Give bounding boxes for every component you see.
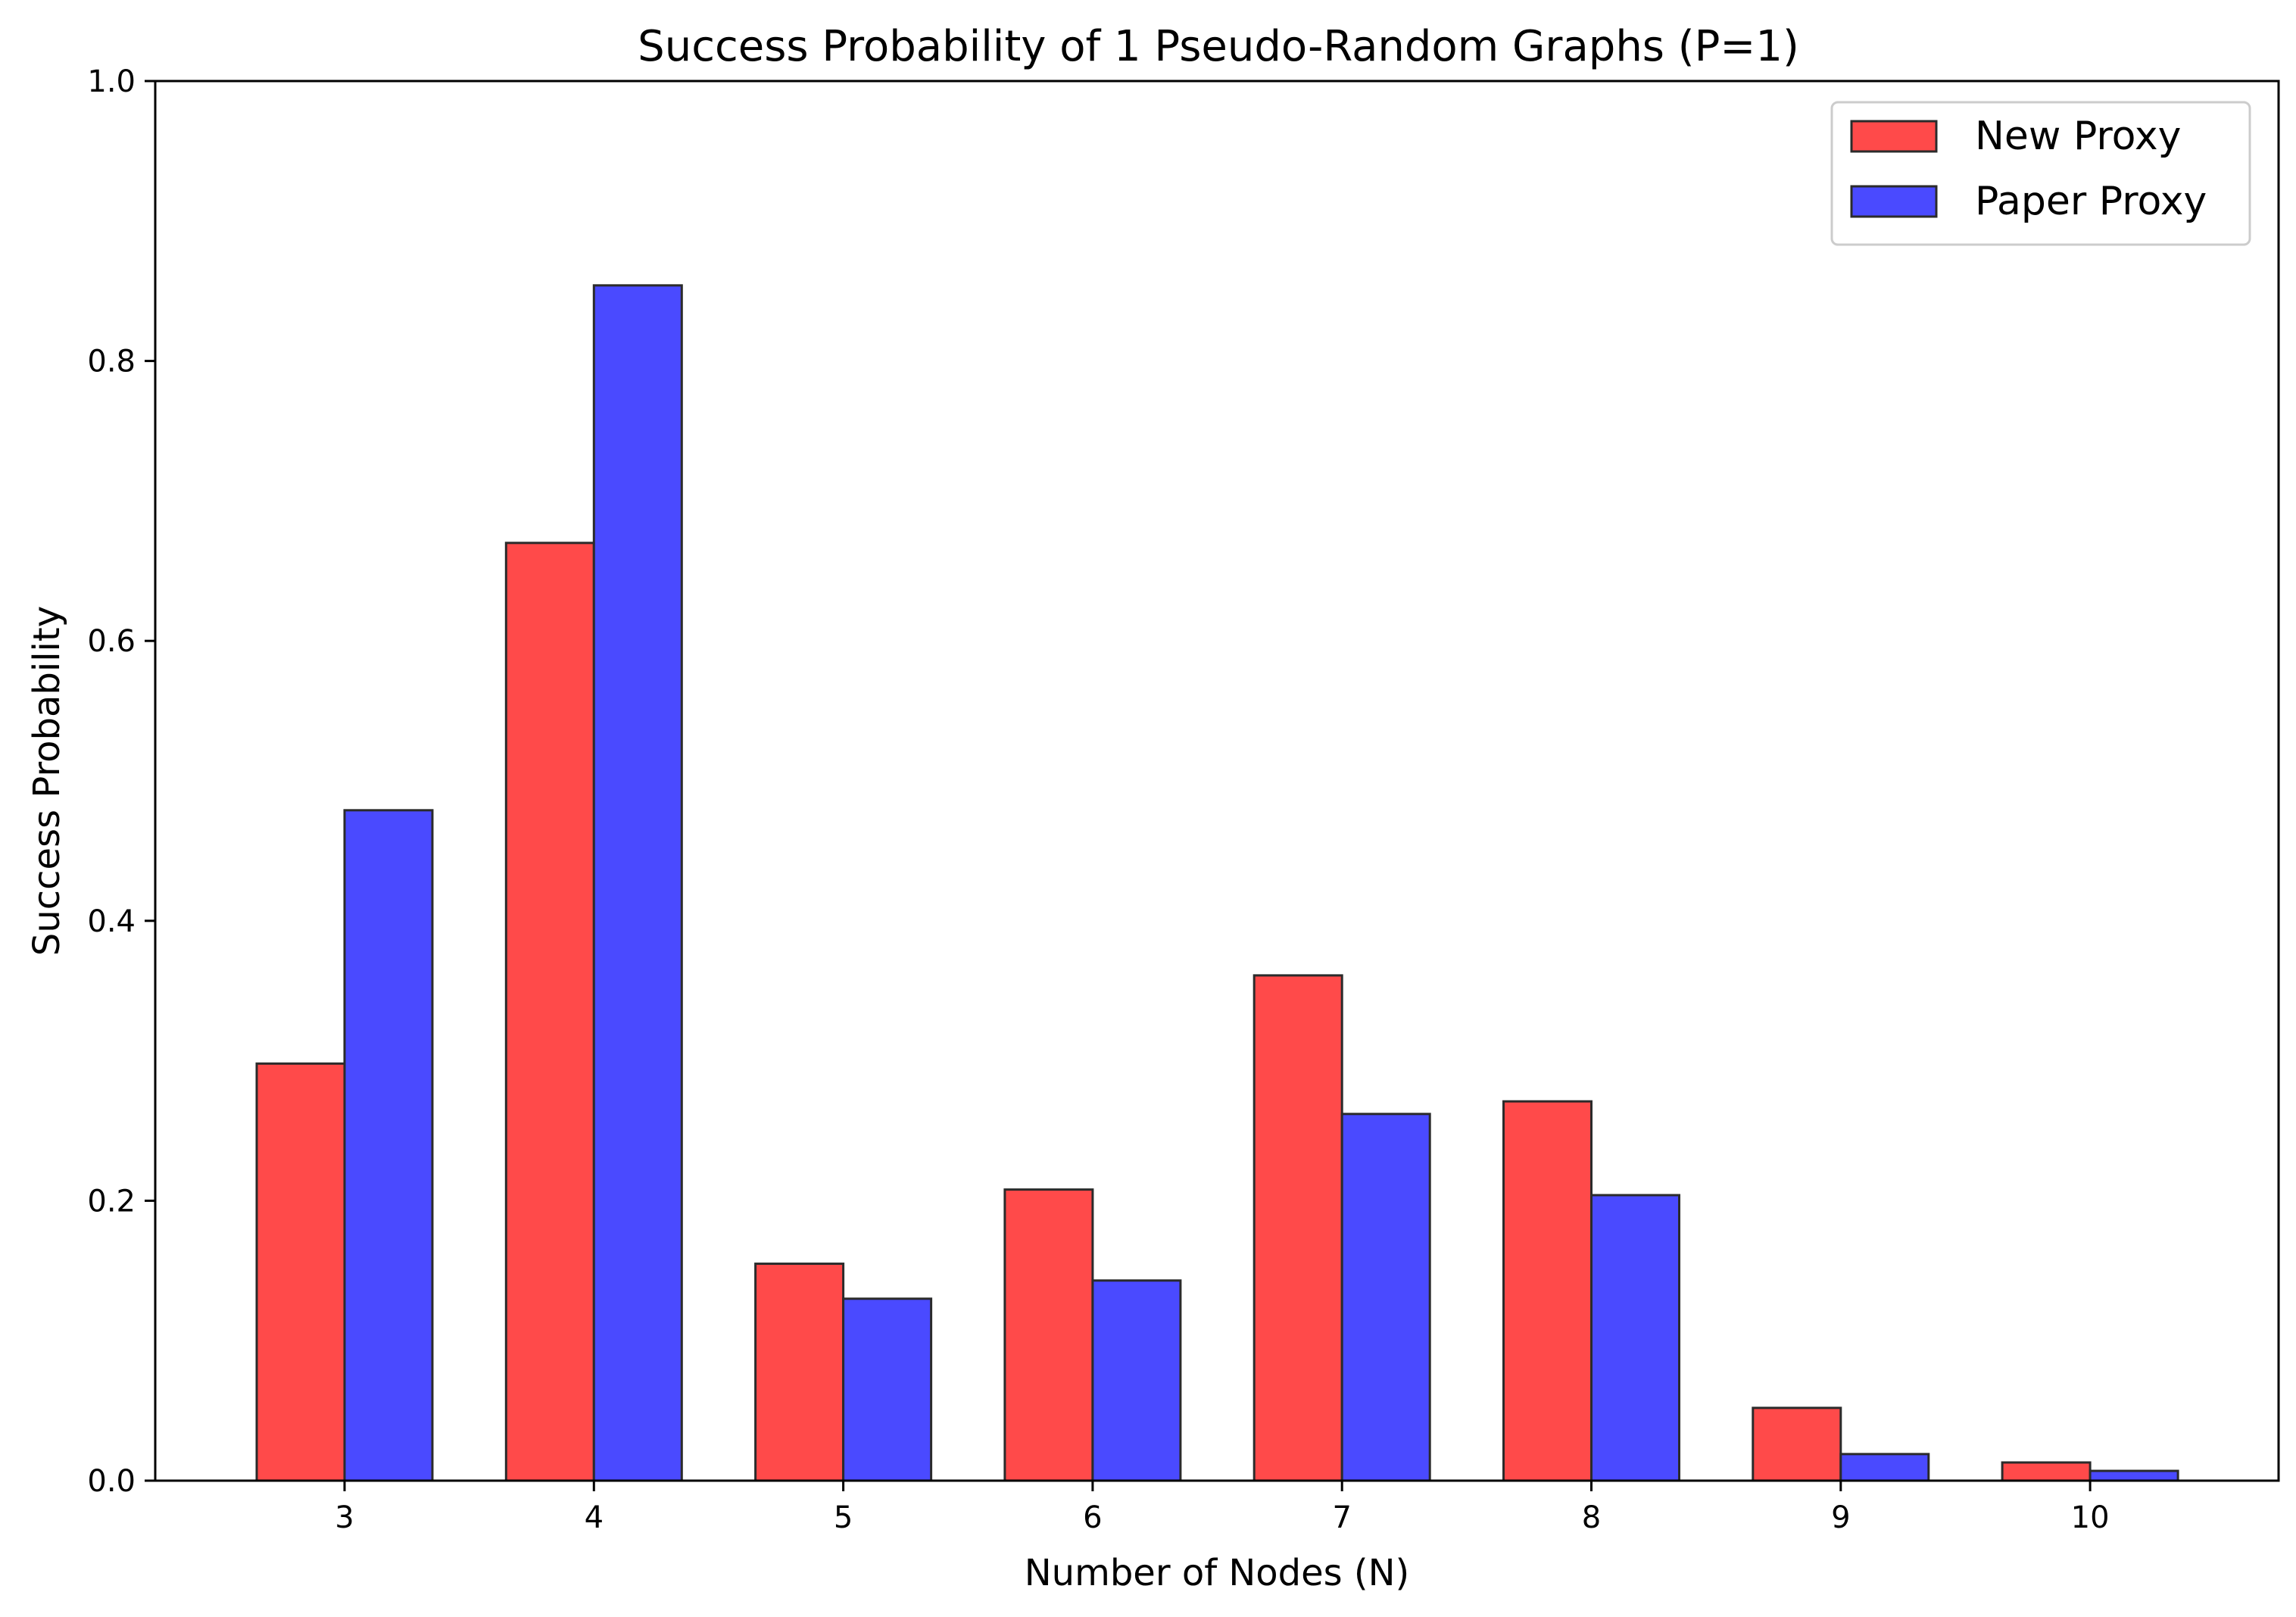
y-tick-label: 0.0	[87, 1464, 136, 1499]
bar-paper-proxy-9	[1839, 1453, 1930, 1482]
legend-swatch-paper-proxy	[1850, 185, 1938, 218]
y-tick-label: 1.0	[87, 64, 136, 99]
x-tick-label: 7	[1332, 1500, 1351, 1535]
chart-title: Success Probability of 1 Pseudo-Random G…	[638, 22, 1799, 71]
bar-new-proxy-7	[1253, 974, 1343, 1482]
legend: New Proxy Paper Proxy	[1830, 101, 2251, 246]
bar-paper-proxy-3	[343, 809, 434, 1482]
bar-new-proxy-5	[754, 1263, 845, 1482]
bar-paper-proxy-10	[2089, 1469, 2179, 1482]
x-tick-label: 3	[335, 1500, 354, 1535]
y-axis: 0.0 0.2 0.4 0.6 0.8 1.0	[87, 64, 155, 1499]
x-axis: 3 4 5 6 7 8 9 10	[335, 1481, 2110, 1535]
y-tick-label: 0.6	[87, 624, 136, 659]
x-tick-label: 6	[1083, 1500, 1102, 1535]
x-tick-label: 5	[834, 1500, 853, 1535]
bar-paper-proxy-4	[592, 284, 683, 1482]
bar-new-proxy-9	[1752, 1406, 1842, 1482]
x-axis-label: Number of Nodes (N)	[1025, 1552, 1410, 1594]
bar-new-proxy-10	[2001, 1461, 2092, 1482]
bar-paper-proxy-5	[842, 1297, 933, 1482]
bar-paper-proxy-6	[1091, 1279, 1182, 1482]
bar-paper-proxy-7	[1340, 1113, 1431, 1482]
x-tick-label: 4	[585, 1500, 604, 1535]
y-axis-label: Success Probability	[26, 606, 68, 956]
y-tick-label: 0.8	[87, 345, 136, 379]
legend-swatch-new-proxy	[1850, 120, 1938, 153]
legend-label-new-proxy: New Proxy	[1975, 114, 2181, 159]
y-tick-label: 0.4	[87, 904, 136, 939]
bar-paper-proxy-8	[1590, 1194, 1680, 1482]
bar-new-proxy-4	[504, 542, 595, 1482]
plot-frame	[154, 80, 2280, 1482]
x-tick-label: 9	[1831, 1500, 1850, 1535]
y-tick-label: 0.2	[87, 1184, 136, 1219]
bar-new-proxy-3	[255, 1062, 346, 1482]
legend-label-paper-proxy: Paper Proxy	[1975, 179, 2207, 224]
bar-new-proxy-6	[1003, 1188, 1094, 1482]
x-tick-label: 8	[1582, 1500, 1601, 1535]
bar-new-proxy-8	[1502, 1100, 1593, 1482]
x-tick-label: 10	[2071, 1500, 2110, 1535]
bars	[255, 284, 2179, 1482]
